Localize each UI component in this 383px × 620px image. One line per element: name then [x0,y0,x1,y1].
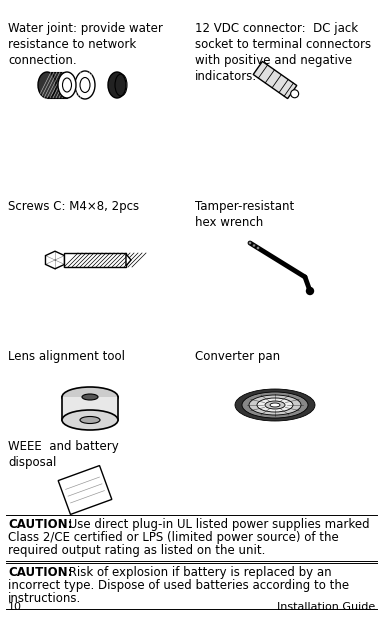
Ellipse shape [265,401,285,409]
Circle shape [249,242,252,244]
Text: Class 2/CE certified or LPS (limited power source) of the: Class 2/CE certified or LPS (limited pow… [8,531,339,544]
Text: 10: 10 [8,602,22,612]
Ellipse shape [58,72,76,98]
Bar [62,397,118,420]
Bar [64,253,126,267]
Text: WEEE  and battery
disposal: WEEE and battery disposal [8,440,119,469]
Ellipse shape [75,71,95,99]
Circle shape [291,90,299,98]
Text: incorrect type. Dispose of used batteries according to the: incorrect type. Dispose of used batterie… [8,579,349,592]
Text: Lens alignment tool: Lens alignment tool [8,350,125,363]
Polygon shape [58,466,112,515]
Ellipse shape [108,72,126,98]
Ellipse shape [249,395,301,415]
Ellipse shape [82,394,98,400]
Text: Water joint: provide water
resistance to network
connection.: Water joint: provide water resistance to… [8,22,163,67]
Ellipse shape [235,389,315,421]
Text: CAUTION:: CAUTION: [8,566,72,579]
Text: Screws C: M4×8, 2pcs: Screws C: M4×8, 2pcs [8,200,139,213]
Polygon shape [253,61,297,99]
Ellipse shape [62,410,118,430]
Text: 12 VDC connector:  DC jack
socket to terminal connectors
with positive and negat: 12 VDC connector: DC jack socket to term… [195,22,371,83]
Circle shape [306,288,314,294]
Text: Converter pan: Converter pan [195,350,280,363]
Ellipse shape [270,403,280,407]
Ellipse shape [38,72,56,98]
Ellipse shape [257,398,293,412]
Polygon shape [46,251,64,269]
Text: Installation Guide: Installation Guide [277,602,375,612]
Ellipse shape [80,417,100,423]
Circle shape [257,247,260,249]
Text: Tamper-resistant
hex wrench: Tamper-resistant hex wrench [195,200,294,229]
Ellipse shape [242,392,308,418]
Text: CAUTION:: CAUTION: [8,518,72,531]
Text: Use direct plug-in UL listed power supplies marked: Use direct plug-in UL listed power suppl… [65,518,370,531]
Polygon shape [126,254,131,266]
Circle shape [252,244,255,247]
Ellipse shape [62,387,118,407]
Text: Risk of explosion if battery is replaced by an: Risk of explosion if battery is replaced… [65,566,332,579]
Bar [47,72,67,98]
Text: required output rating as listed on the unit.: required output rating as listed on the … [8,544,265,557]
Text: instructions.: instructions. [8,592,81,605]
